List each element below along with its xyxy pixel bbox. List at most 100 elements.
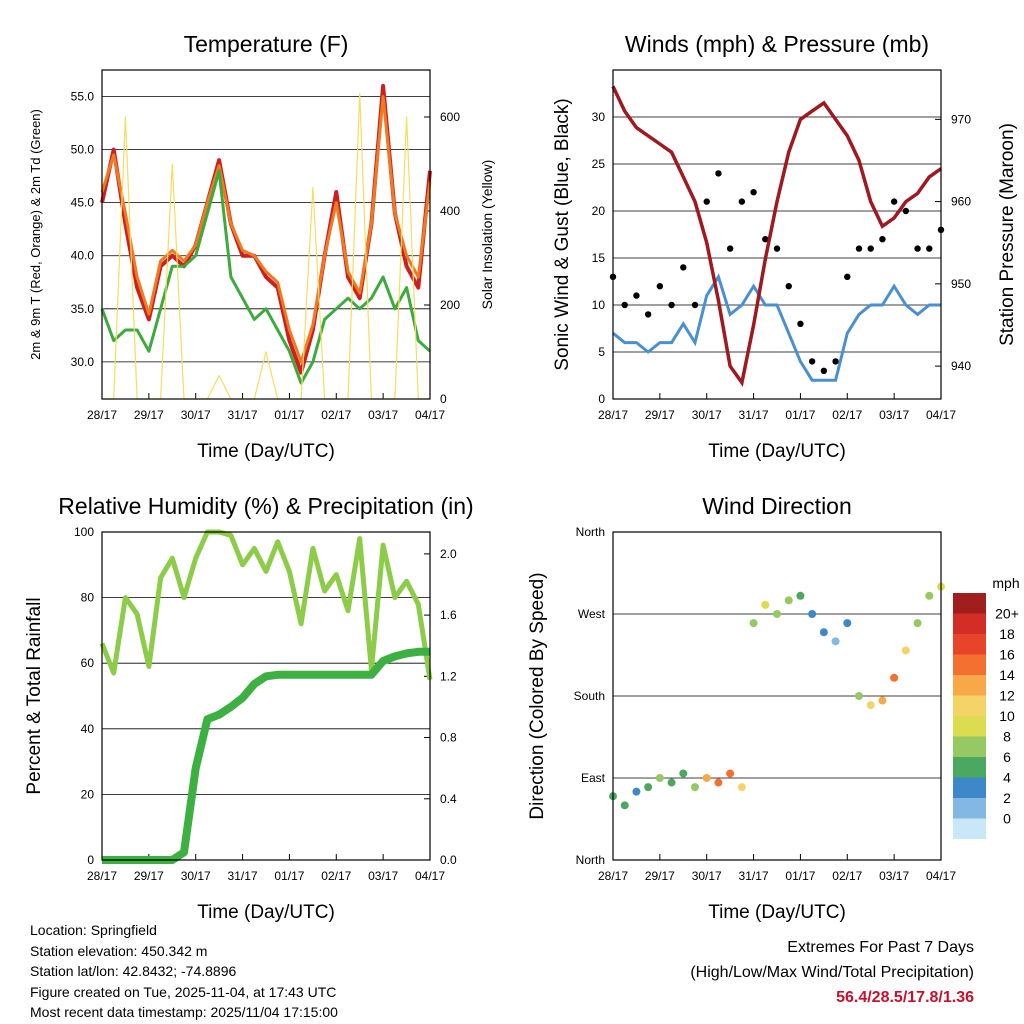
gust-point <box>703 198 710 205</box>
y2-axis-label: Station Pressure (Maroon) <box>997 123 1018 346</box>
legend-label: 2 <box>1003 790 1011 806</box>
direction-point <box>726 769 735 778</box>
legend-swatch <box>953 675 986 696</box>
y2-tick-label: 970 <box>951 112 971 126</box>
x-tick-label: 30/17 <box>692 869 722 883</box>
y-tick-label: 30.0 <box>71 355 95 369</box>
latest-timestamp: Most recent data timestamp: 2025/11/04 1… <box>30 1004 338 1020</box>
x-tick-label: 01/17 <box>785 408 815 422</box>
y-tick-label: North <box>576 853 605 867</box>
y2-tick-label: 1.6 <box>440 608 457 622</box>
legend-swatch <box>953 716 986 737</box>
legend-label: 12 <box>999 688 1015 704</box>
direction-point <box>901 646 910 655</box>
gust-point <box>680 264 687 271</box>
panel-title: Temperature (F) <box>184 31 349 57</box>
legend-label: 16 <box>999 647 1015 663</box>
direction-point <box>796 591 805 600</box>
y2-tick-label: 960 <box>951 195 971 209</box>
direction-point <box>667 778 676 787</box>
y2-tick-label: 2.0 <box>440 547 457 561</box>
panel-wind_direction: Wind Direction Time (Day/UTC) Direction (C… <box>527 493 1020 923</box>
x-tick-label: 04/17 <box>926 408 956 422</box>
y-axis-label: 2m & 9m T (Red, Orange) & 2m Td (Green) <box>28 109 43 360</box>
x-tick-label: 02/17 <box>832 869 862 883</box>
series-line-9m-t <box>100 95 432 364</box>
gust-point <box>715 170 722 177</box>
gust-point <box>808 358 816 365</box>
gust-point <box>773 245 781 252</box>
y-tick-label: 40 <box>81 722 95 736</box>
direction-point <box>702 774 711 782</box>
gust-point <box>855 245 863 252</box>
x-tick-label: 01/17 <box>785 869 815 883</box>
y-tick-label: 55.0 <box>71 90 95 104</box>
gust-point <box>902 207 910 215</box>
y-tick-label: 25 <box>592 157 606 171</box>
series-line-solar-insolation <box>102 92 430 400</box>
gust-point <box>797 320 804 327</box>
y2-tick-label: 950 <box>951 277 971 291</box>
direction-point <box>855 692 863 700</box>
x-tick-label: 30/17 <box>692 408 722 422</box>
figure-created: Figure created on Tue, 2025-11-04, at 17… <box>30 983 337 1000</box>
y2-tick-label: 0.0 <box>440 853 457 867</box>
direction-point <box>644 783 653 792</box>
plot-frame <box>612 531 942 861</box>
y-axis-label: Percent & Total Rainfall <box>24 597 45 794</box>
x-tick-label: 02/17 <box>832 408 862 422</box>
direction-point <box>632 787 641 796</box>
gust-point <box>691 301 699 309</box>
gust-point <box>668 301 675 309</box>
y2-tick-label: 200 <box>440 298 460 312</box>
x-tick-label: 29/17 <box>134 869 164 883</box>
y-tick-label: 15 <box>592 251 606 265</box>
x-tick-label: 31/17 <box>739 408 769 422</box>
direction-point <box>761 600 770 609</box>
direction-point <box>925 591 934 600</box>
x-tick-label: 01/17 <box>274 869 304 883</box>
y2-tick-label: 0.4 <box>440 792 457 806</box>
direction-point <box>749 619 758 628</box>
y2-tick-label: 940 <box>951 359 971 373</box>
legend-swatch <box>953 695 986 716</box>
series-line-rh <box>99 529 433 680</box>
legend-label: 4 <box>1003 770 1011 786</box>
x-tick-label: 29/17 <box>645 869 675 883</box>
station-location: Location: Springfield <box>30 922 157 938</box>
gust-point <box>926 245 933 252</box>
gust-point <box>726 245 734 252</box>
x-axis-label: Time (Day/UTC) <box>708 902 846 923</box>
x-tick-label: 29/17 <box>134 408 164 422</box>
gust-point <box>890 198 898 205</box>
x-axis-label: Time (Day/UTC) <box>197 902 335 923</box>
series-line-pressure <box>611 85 943 387</box>
y-tick-label: 50.0 <box>71 143 95 157</box>
legend-swatch <box>953 777 986 798</box>
x-tick-label: 31/17 <box>739 869 769 883</box>
x-tick-label: 02/17 <box>321 408 351 422</box>
x-tick-label: 30/17 <box>181 869 211 883</box>
plot-frame <box>612 69 942 400</box>
y-tick-label: 0 <box>87 853 94 867</box>
direction-point <box>831 637 840 646</box>
direction-point <box>691 783 699 792</box>
panel-title: Winds (mph) & Pressure (mb) <box>625 31 929 57</box>
legend-label: 0 <box>1003 811 1011 827</box>
x-tick-label: 28/17 <box>598 408 628 422</box>
x-tick-label: 03/17 <box>879 408 909 422</box>
x-tick-label: 28/17 <box>598 869 628 883</box>
y-tick-label: South <box>574 689 605 703</box>
station-info: Location: Springfield Station elevation:… <box>30 920 338 1023</box>
direction-point <box>784 596 793 605</box>
direction-point <box>890 673 899 682</box>
gust-point <box>621 301 628 309</box>
direction-point <box>913 619 922 628</box>
y2-tick-label: 600 <box>440 110 460 124</box>
y-tick-label: 45.0 <box>71 196 95 210</box>
x-axis-label: Time (Day/UTC) <box>708 441 846 462</box>
x-tick-label: 04/17 <box>926 869 956 883</box>
extremes-subtitle: (High/Low/Max Wind/Total Precipitation) <box>690 964 974 981</box>
gust-point <box>656 283 664 290</box>
x-tick-label: 03/17 <box>368 408 398 422</box>
